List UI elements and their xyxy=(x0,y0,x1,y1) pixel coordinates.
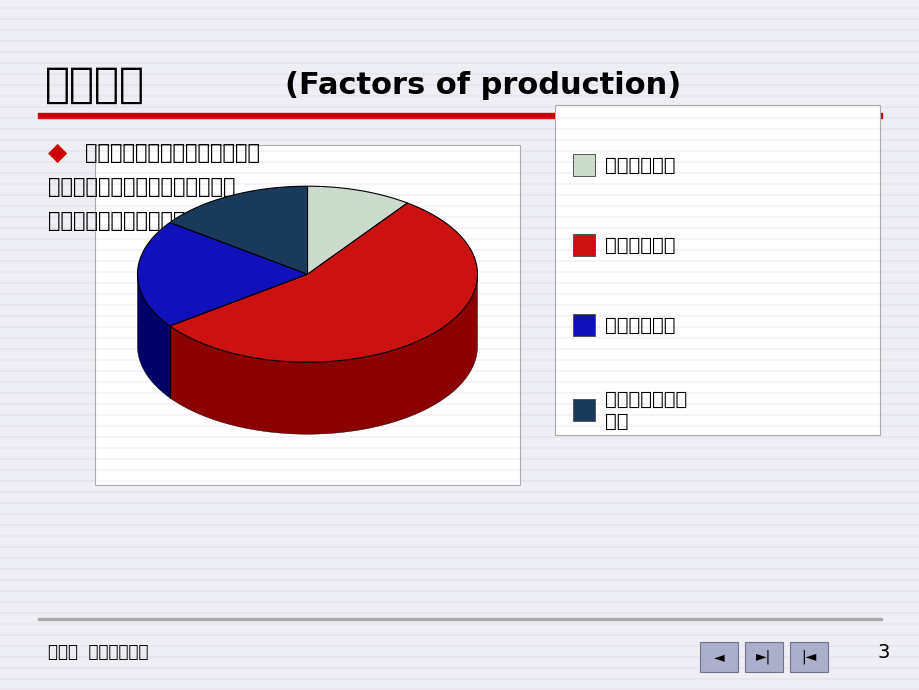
Text: 企业家才能（利
润）: 企业家才能（利 润） xyxy=(605,389,686,431)
Bar xyxy=(573,314,595,336)
Bar xyxy=(573,399,595,421)
Text: ◆: ◆ xyxy=(48,141,67,165)
Bar xyxy=(573,234,595,256)
Text: 3: 3 xyxy=(877,642,889,662)
Text: 生产要素是指为了生产而需要的: 生产要素是指为了生产而需要的 xyxy=(85,143,260,163)
Polygon shape xyxy=(137,222,307,326)
Text: 第八章  生产要素需求: 第八章 生产要素需求 xyxy=(48,643,148,661)
Polygon shape xyxy=(170,186,307,274)
Polygon shape xyxy=(137,275,170,398)
Polygon shape xyxy=(307,186,407,274)
Text: 本、企业家才能、知识。: 本、企业家才能、知识。 xyxy=(48,211,186,231)
Text: ◄: ◄ xyxy=(713,650,723,664)
Text: (Factors of production): (Factors of production) xyxy=(285,70,680,99)
Text: 资本（利息）: 资本（利息） xyxy=(605,315,675,335)
Text: 要素，一般包括土地、劳动力、资: 要素，一般包括土地、劳动力、资 xyxy=(48,177,235,197)
FancyBboxPatch shape xyxy=(699,642,737,672)
Text: 工人（工资）: 工人（工资） xyxy=(605,235,675,255)
Bar xyxy=(95,145,519,485)
FancyBboxPatch shape xyxy=(789,642,827,672)
Polygon shape xyxy=(170,203,477,362)
FancyBboxPatch shape xyxy=(744,642,782,672)
Text: 生产要素: 生产要素 xyxy=(45,64,145,106)
Bar xyxy=(554,105,879,435)
Polygon shape xyxy=(170,275,477,434)
Text: ►|: ►| xyxy=(755,650,771,664)
Bar xyxy=(573,154,595,176)
Text: 土地（地租）: 土地（地租） xyxy=(605,155,675,175)
Text: |◄: |◄ xyxy=(800,650,816,664)
